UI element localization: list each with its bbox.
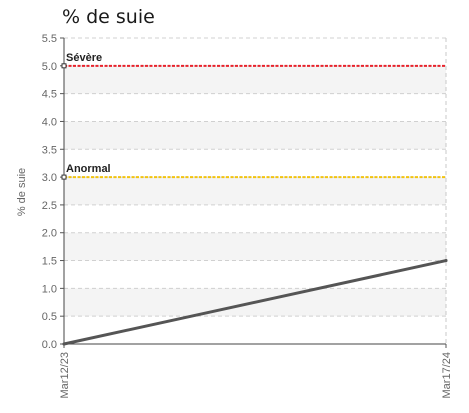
threshold-label: Sévère <box>66 52 102 64</box>
y-tick-label: 4.5 <box>42 89 57 101</box>
y-tick-label: 5.0 <box>42 61 57 73</box>
grid-band <box>64 177 446 205</box>
threshold-marker <box>61 63 67 69</box>
y-tick-label: 0.5 <box>42 311 57 323</box>
y-tick-label: 3.5 <box>42 144 57 156</box>
y-tick-label: 3.0 <box>42 172 57 184</box>
grid-band <box>64 65 446 94</box>
data-point <box>62 342 66 346</box>
y-axis-label: % de suie <box>16 168 28 216</box>
grid-band <box>64 232 446 261</box>
data-point <box>444 259 448 263</box>
threshold-label: Anormal <box>66 163 111 175</box>
y-tick-label: 2.0 <box>42 228 57 240</box>
y-tick-label: 4.0 <box>42 116 57 128</box>
series-line <box>62 259 448 346</box>
y-tick-label: 1.5 <box>42 256 57 268</box>
x-tick-label: Mar17/24 <box>441 352 453 398</box>
threshold-marker <box>61 174 67 180</box>
y-tick-label: 2.5 <box>42 200 57 212</box>
y-tick-label: 0.0 <box>42 339 57 351</box>
y-tick-label: 1.0 <box>42 283 57 295</box>
chart-title: % de suie <box>62 6 155 28</box>
grid-band <box>64 121 446 150</box>
y-tick-label: 5.5 <box>42 33 57 45</box>
x-tick-label: Mar12/23 <box>59 352 71 398</box>
